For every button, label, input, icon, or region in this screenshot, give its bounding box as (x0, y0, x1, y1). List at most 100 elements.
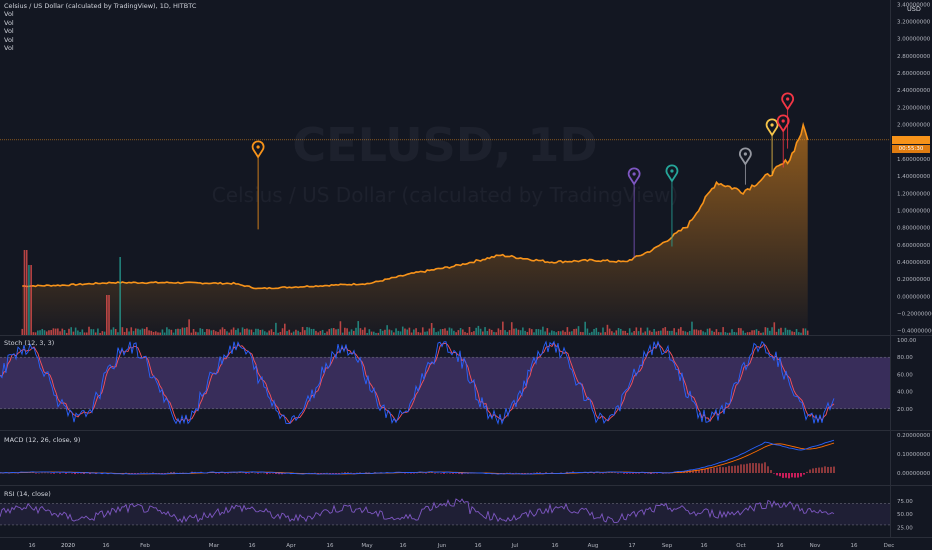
volume-bar (462, 329, 464, 335)
volume-bar (444, 328, 446, 335)
volume-bar (604, 332, 606, 335)
volume-bar (715, 329, 718, 335)
volume-bar (606, 324, 609, 335)
macd-histogram-bar (41, 472, 43, 474)
time-axis-label: Mar (209, 543, 220, 549)
volume-bar (684, 331, 687, 335)
macd-histogram-bar (446, 472, 448, 474)
volume-bar (384, 329, 386, 335)
volume-bar (526, 331, 529, 335)
volume-bar (257, 328, 259, 335)
volume-bar (584, 321, 586, 335)
macd-histogram-bar (413, 473, 415, 474)
price-axis-label: 2.20000000 (897, 105, 931, 111)
volume-bar (453, 330, 455, 335)
volume-bar (468, 327, 471, 335)
teal-marker-icon (665, 164, 679, 183)
macd-histogram-bar (350, 472, 352, 474)
symbol-title[interactable]: Celsius / US Dollar (calculated by Tradi… (4, 2, 197, 10)
volume-bar (161, 329, 164, 335)
volume-bar (141, 328, 144, 335)
macd-histogram-bar (449, 473, 451, 474)
stoch-legend[interactable]: Stoch (12, 3, 3) (4, 339, 55, 347)
volume-bar (65, 332, 68, 335)
volume-bar (666, 330, 669, 335)
volume-bar (751, 330, 753, 335)
volume-bar (188, 319, 190, 335)
macd-histogram-bar (47, 472, 49, 474)
macd-histogram-bar (134, 473, 136, 474)
volume-bar (548, 332, 551, 335)
volume-bar (513, 328, 515, 335)
volume-bar (295, 329, 297, 335)
macd-histogram-bar (452, 473, 454, 474)
volume-bar (386, 325, 388, 335)
macd-histogram-bar (224, 473, 226, 474)
time-axis-label: 2020 (61, 543, 75, 549)
volume-bar (655, 331, 658, 335)
volume-bar (332, 328, 335, 335)
macd-histogram-bar (410, 473, 412, 474)
volume-bar (215, 331, 217, 335)
volume-bar (81, 329, 84, 335)
macd-histogram-bar (356, 472, 358, 474)
volume-bar (651, 331, 653, 335)
macd-histogram-bar (146, 472, 148, 474)
macd-histogram-bar (404, 473, 406, 474)
volume-bar (359, 328, 362, 335)
volume-bar (430, 323, 433, 335)
volume-label[interactable]: Vol (4, 18, 14, 27)
volume-bar (232, 327, 235, 335)
volume-bar (146, 327, 148, 335)
volume-bar (208, 329, 210, 335)
macd-histogram-bar (416, 472, 418, 474)
volume-bar (375, 332, 377, 335)
volume-bar (706, 328, 709, 335)
volume-bar (68, 328, 70, 335)
volume-bar (74, 327, 77, 335)
macd-histogram-bar (527, 472, 529, 474)
macd-histogram-bar (827, 466, 829, 473)
volume-bar (226, 331, 228, 335)
volume-bar (700, 329, 702, 335)
macd-histogram-bar (44, 472, 46, 474)
price-axis-label: 0.80000000 (897, 226, 931, 232)
volume-bar (315, 330, 317, 335)
volume-bar (366, 332, 368, 335)
volume-bar (117, 332, 119, 335)
time-axis-label: 17 (629, 543, 636, 549)
volume-bar (737, 327, 740, 335)
volume-label[interactable]: Vol (4, 44, 14, 53)
volume-label[interactable]: Vol (4, 35, 14, 44)
macd-histogram-bar (278, 473, 280, 475)
macd-histogram-bar (707, 467, 709, 473)
volume-bar (94, 332, 97, 335)
volume-bar (493, 331, 495, 335)
volume-label[interactable]: Vol (4, 10, 14, 19)
volume-bar (239, 332, 242, 335)
volume-bar (241, 327, 244, 335)
volume-bar (470, 332, 473, 335)
macd-histogram-bar (71, 473, 73, 474)
price-axis-label: 1.40000000 (897, 174, 931, 180)
volume-bar (671, 330, 673, 335)
volume-bar (126, 328, 128, 335)
volume-bar (682, 330, 684, 335)
rsi-legend[interactable]: RSI (14, close) (4, 490, 51, 498)
yellow-marker-icon (765, 118, 779, 137)
volume-bar (593, 329, 595, 335)
macd-legend[interactable]: MACD (12, 26, close, 9) (4, 436, 81, 444)
volume-bar (357, 321, 360, 335)
volume-bar (163, 332, 166, 335)
macd-histogram-bar (623, 473, 625, 474)
macd-histogram-bar (509, 472, 511, 474)
volume-bar (566, 327, 569, 335)
currency-label[interactable]: USD (907, 5, 921, 13)
macd-histogram-bar (359, 472, 361, 473)
macd-histogram-bar (755, 463, 757, 473)
volume-bar (582, 332, 584, 335)
volume-label[interactable]: Vol (4, 27, 14, 36)
volume-bar (159, 332, 161, 335)
macd-histogram-bar (272, 473, 274, 474)
